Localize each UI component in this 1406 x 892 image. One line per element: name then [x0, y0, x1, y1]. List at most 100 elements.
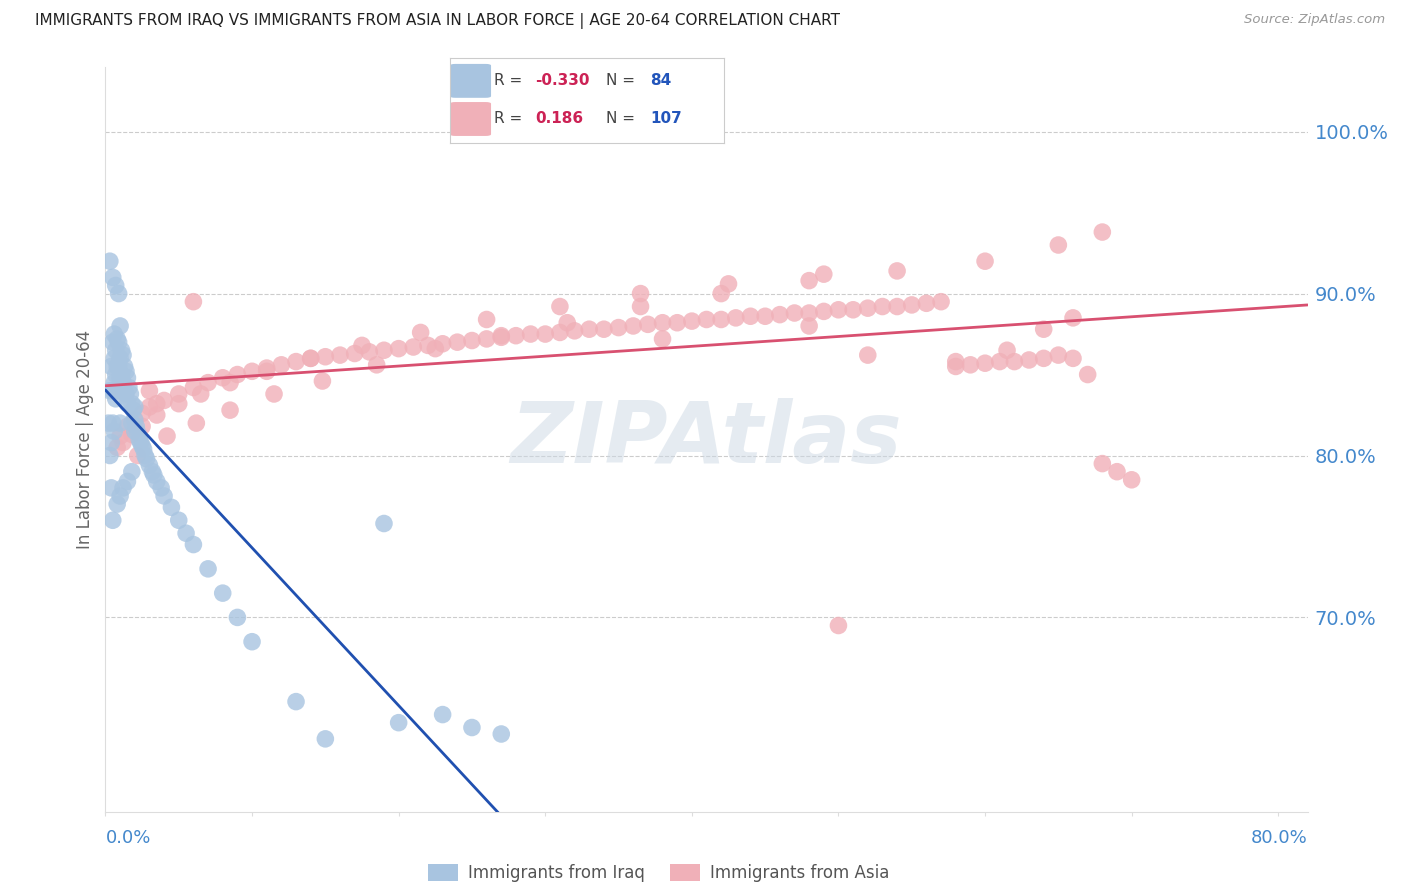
Point [797, 306, 820, 320]
Point [299, 351, 322, 366]
Point [299, 351, 322, 366]
Point [124, 424, 146, 438]
Point [432, 336, 454, 351]
Point [104, 278, 127, 293]
Point [416, 338, 439, 352]
Point [156, 429, 179, 443]
Point [183, 537, 205, 551]
Point [1047, 238, 1070, 252]
Point [103, 351, 125, 366]
Point [1032, 351, 1054, 366]
Point [813, 304, 835, 318]
Point [100, 435, 122, 450]
Point [343, 346, 366, 360]
Legend: Immigrants from Iraq, Immigrants from Asia: Immigrants from Iraq, Immigrants from As… [422, 857, 896, 889]
Point [900, 298, 922, 312]
Point [578, 322, 600, 336]
Point [98, 449, 121, 463]
Text: 107: 107 [650, 112, 682, 127]
Point [359, 344, 381, 359]
Point [724, 310, 747, 325]
Point [548, 326, 571, 340]
Point [432, 707, 454, 722]
Point [124, 400, 146, 414]
Point [1018, 353, 1040, 368]
Point [710, 312, 733, 326]
Point [666, 316, 689, 330]
Point [1002, 354, 1025, 368]
Point [117, 397, 139, 411]
Point [160, 500, 183, 515]
Point [491, 727, 513, 741]
Point [995, 343, 1018, 358]
Point [754, 310, 776, 324]
Point [138, 400, 160, 414]
Point [681, 314, 703, 328]
Point [740, 310, 762, 324]
Point [110, 368, 132, 382]
Point [475, 332, 498, 346]
Point [827, 618, 849, 632]
Point [105, 359, 128, 374]
Point [1047, 348, 1070, 362]
Point [1032, 322, 1054, 336]
Point [813, 267, 835, 281]
Point [270, 358, 292, 372]
Point [122, 403, 145, 417]
Text: ZIPAtlas: ZIPAtlas [510, 398, 903, 481]
Point [153, 393, 176, 408]
Point [425, 342, 447, 356]
Point [115, 364, 138, 378]
Point [105, 441, 128, 455]
Point [564, 324, 586, 338]
Point [219, 376, 242, 390]
Point [131, 406, 153, 420]
Point [118, 380, 141, 394]
Point [505, 328, 527, 343]
Point [108, 351, 131, 366]
Point [107, 335, 129, 350]
Point [105, 384, 128, 398]
Point [97, 416, 120, 430]
Point [183, 294, 205, 309]
Point [107, 359, 129, 374]
Point [112, 435, 135, 450]
Point [132, 442, 155, 456]
Point [373, 343, 395, 358]
FancyBboxPatch shape [450, 102, 491, 136]
Point [134, 449, 156, 463]
Point [167, 397, 190, 411]
Point [108, 371, 131, 385]
Point [174, 526, 197, 541]
Point [186, 416, 208, 430]
Point [127, 449, 149, 463]
Point [593, 322, 616, 336]
Point [311, 374, 333, 388]
Point [461, 334, 484, 348]
Point [107, 286, 129, 301]
Point [548, 300, 571, 314]
Point [211, 586, 233, 600]
Point [124, 413, 146, 427]
Point [402, 340, 425, 354]
Point [491, 330, 513, 344]
Point [651, 332, 673, 346]
Point [219, 403, 242, 417]
Point [1077, 368, 1099, 382]
Point [945, 359, 967, 374]
Point [100, 359, 122, 374]
Point [105, 497, 128, 511]
Text: N =: N = [606, 73, 640, 88]
Point [491, 328, 513, 343]
Point [607, 320, 630, 334]
Point [114, 359, 136, 374]
Point [98, 384, 121, 398]
Point [366, 358, 388, 372]
Point [797, 274, 820, 288]
Point [103, 327, 125, 342]
Point [129, 435, 152, 450]
Point [695, 312, 717, 326]
Point [256, 361, 278, 376]
Point [710, 286, 733, 301]
Point [240, 364, 263, 378]
